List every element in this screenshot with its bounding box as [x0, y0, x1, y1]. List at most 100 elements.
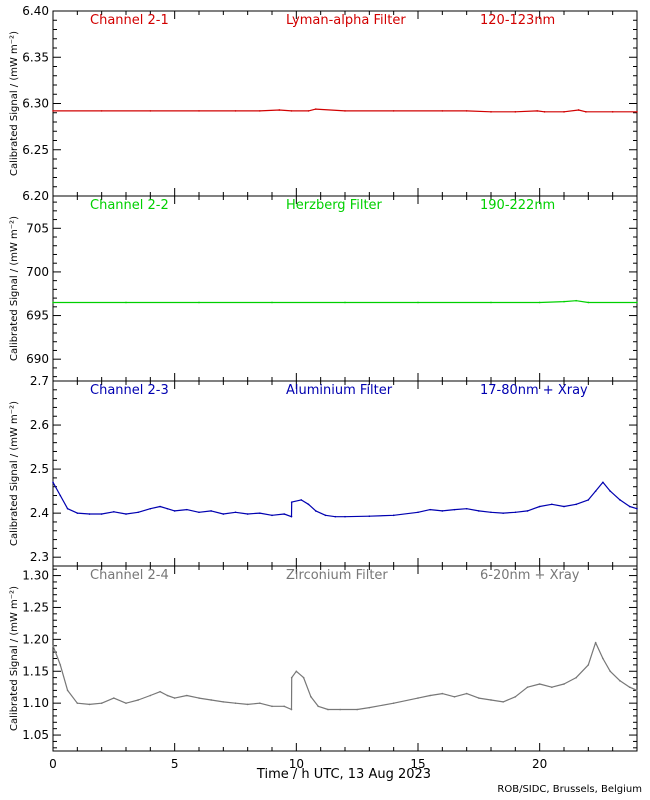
- series-line: [52, 641, 638, 711]
- annotation-band: 120-123nm: [480, 13, 555, 28]
- data-point: [392, 110, 395, 112]
- data-point: [514, 111, 517, 113]
- data-point: [636, 111, 638, 113]
- annotation-channel: Channel 2-1: [90, 13, 169, 28]
- y-tick-label: 2.6: [30, 418, 49, 432]
- data-point: [271, 705, 273, 708]
- data-point: [88, 703, 91, 706]
- panel-4: 0 5 10 15 20 1.05 1.10 1.15 1.20 1.25 1.30Calibrat…: [9, 565, 638, 771]
- data-point: [52, 301, 54, 304]
- data-point: [159, 505, 161, 508]
- data-point: [490, 511, 492, 514]
- y-tick-label: 6.35: [22, 50, 49, 64]
- data-point: [166, 694, 169, 697]
- x-tick-label: 15: [410, 757, 425, 771]
- plot-frame: [52, 380, 638, 567]
- y-tick-label: 1.10: [22, 696, 49, 710]
- data-point: [159, 690, 161, 693]
- data-point: [636, 507, 638, 510]
- data-point: [137, 511, 139, 514]
- data-point: [465, 110, 468, 112]
- x-tick-label: 10: [289, 757, 304, 771]
- y-tick-label: 695: [26, 309, 49, 323]
- data-point: [514, 511, 517, 514]
- data-point: [368, 706, 371, 709]
- data-point: [59, 664, 62, 666]
- data-point: [76, 512, 79, 514]
- series-line: [52, 481, 638, 518]
- y-tick-label: 6.30: [22, 97, 49, 111]
- data-point: [125, 702, 127, 704]
- data-point: [198, 301, 200, 304]
- y-axis-label: Calibrated Signal / (mW m⁻²): [9, 216, 20, 361]
- y-tick-label: 6.25: [22, 143, 49, 157]
- plot-frame: [52, 565, 638, 752]
- data-point: [198, 110, 200, 112]
- data-point: [628, 686, 631, 689]
- data-point: [315, 510, 317, 512]
- data-point: [278, 109, 281, 111]
- data-point: [441, 692, 444, 695]
- data-point: [259, 512, 261, 514]
- data-point: [478, 697, 480, 699]
- data-point: [290, 110, 293, 112]
- annotation-band: 190-222nm: [480, 198, 555, 213]
- annotation-filter: Lyman-alpha Filter: [286, 13, 406, 28]
- data-point: [271, 301, 273, 304]
- data-point: [465, 692, 468, 695]
- x-tick-label: 0: [49, 757, 57, 771]
- data-point: [585, 111, 587, 113]
- y-tick-label: 1.25: [22, 600, 49, 614]
- data-point: [587, 499, 590, 501]
- data-point: [538, 683, 541, 685]
- data-point: [210, 510, 212, 512]
- data-point: [234, 702, 237, 704]
- data-point: [283, 705, 285, 708]
- data-point: [619, 499, 621, 501]
- data-point: [246, 513, 249, 515]
- panel-1: 6.20 6.25 6.30 6.35 6.40 Calibrated Signal / …: [9, 4, 638, 203]
- data-point: [198, 697, 200, 699]
- data-point: [113, 697, 115, 699]
- data-point: [609, 670, 612, 673]
- data-point: [587, 664, 590, 666]
- data-point: [125, 513, 127, 515]
- data-point: [563, 683, 565, 685]
- panel-2: 690 695 700 705 Calibrated Signal / (mW m⁻²)…: [9, 195, 638, 382]
- data-point: [137, 699, 139, 701]
- data-point: [514, 695, 517, 698]
- annotation-filter: Herzberg Filter: [286, 198, 383, 213]
- data-point: [429, 508, 431, 511]
- data-point: [538, 301, 541, 304]
- data-point: [125, 301, 127, 304]
- y-tick-label: 700: [26, 265, 49, 279]
- data-point: [173, 510, 176, 512]
- data-point: [290, 708, 293, 711]
- y-tick-label: 690: [26, 352, 49, 366]
- panels: 6.20 6.25 6.30 6.35 6.40 Calibrated Signal / …: [9, 4, 638, 771]
- data-point: [609, 490, 612, 492]
- y-tick-label: 6.40: [22, 4, 49, 18]
- data-point: [536, 110, 539, 112]
- series-line: [53, 300, 637, 304]
- plot-frame: [52, 10, 638, 197]
- data-point: [210, 699, 212, 701]
- data-point: [52, 481, 54, 484]
- data-point: [538, 505, 541, 508]
- data-point: [453, 695, 456, 698]
- data-point: [594, 641, 597, 644]
- data-point: [222, 513, 225, 515]
- data-point: [327, 708, 329, 711]
- data-point: [356, 708, 358, 711]
- data-point: [334, 515, 337, 518]
- data-point: [186, 508, 188, 511]
- data-point: [88, 513, 91, 515]
- x-axis-label: Time / h UTC, 13 Aug 2023: [256, 767, 431, 782]
- data-point: [594, 490, 597, 492]
- data-point: [290, 501, 293, 503]
- data-point: [551, 686, 553, 689]
- data-point: [100, 513, 103, 515]
- data-point: [636, 689, 638, 692]
- x-tick-label: 5: [171, 757, 179, 771]
